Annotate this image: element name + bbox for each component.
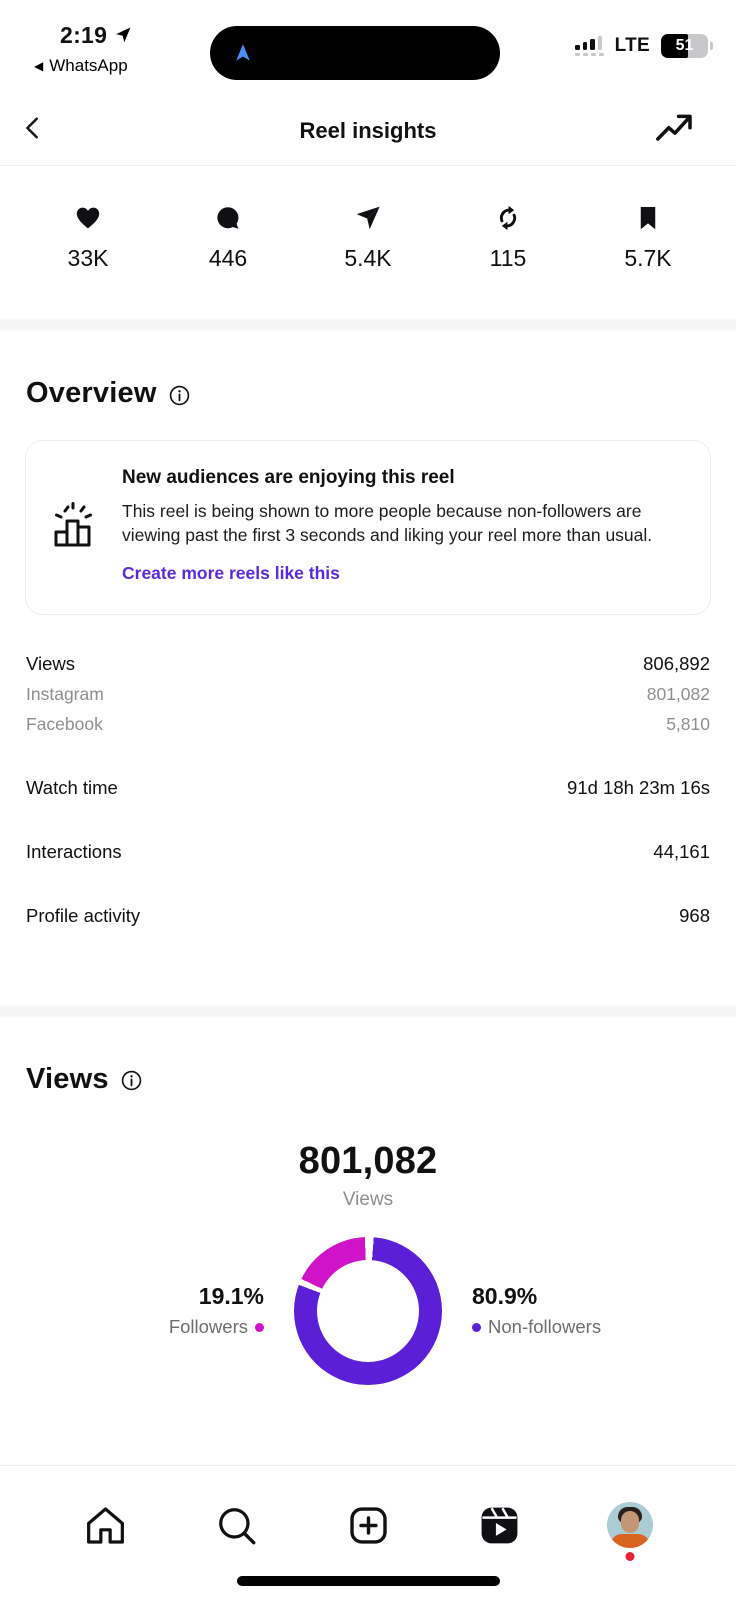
trending-arrow-icon — [656, 114, 692, 141]
info-icon[interactable] — [168, 384, 191, 407]
facebook-value: 5,810 — [666, 713, 710, 734]
create-plus-icon — [349, 1506, 387, 1544]
remixes-count: 115 — [489, 245, 527, 271]
card-title: New audiences are enjoying this reel — [122, 467, 455, 488]
info-icon[interactable] — [120, 1069, 143, 1092]
views-heading: Views — [26, 1063, 736, 1096]
card-body: This reel is being shown to more people … — [122, 501, 653, 545]
comments-count: 446 — [208, 245, 248, 271]
interactions-label: Interactions — [26, 840, 122, 862]
tab-bar — [0, 1464, 736, 1575]
views-row: Views 806,892 — [26, 653, 710, 675]
create-more-reels-link[interactable]: Create more reels like this — [122, 562, 340, 583]
tab-search[interactable] — [171, 1504, 302, 1547]
views-value: 806,892 — [643, 652, 710, 674]
signal-strength-icon — [575, 35, 604, 57]
tab-profile[interactable] — [565, 1502, 696, 1562]
interactions-row: Interactions 44,161 — [26, 841, 710, 863]
heart-icon — [76, 207, 100, 229]
followers-label: Followers — [169, 1316, 264, 1338]
home-icon — [87, 1506, 125, 1544]
watch-time-row: Watch time 91d 18h 23m 16s — [26, 777, 710, 799]
card-text: New audiences are enjoying this reel Thi… — [122, 467, 684, 584]
tab-reels[interactable] — [434, 1504, 565, 1547]
views-title: Views — [26, 1062, 109, 1095]
battery-icon: 51 — [661, 34, 713, 58]
interactions-value: 44,161 — [653, 840, 710, 862]
total-views-number: 801,082 — [298, 1139, 438, 1182]
section-divider — [0, 319, 736, 331]
clock: 2:19 — [60, 22, 108, 48]
overview-heading: Overview — [26, 377, 736, 410]
followers-label-text: Followers — [168, 1316, 248, 1338]
profile-avatar — [607, 1502, 654, 1549]
back-button[interactable] — [20, 108, 54, 148]
overview-title: Overview — [26, 377, 157, 409]
likes-stat[interactable]: 33K — [18, 204, 158, 319]
comments-stat[interactable]: 446 — [158, 204, 298, 319]
followers-legend: 19.1% Followers — [0, 1283, 294, 1338]
back-app-label: WhatsApp — [49, 56, 128, 75]
instagram-value: 801,082 — [646, 683, 710, 704]
views-label: Views — [26, 652, 76, 674]
page-title: Reel insights — [299, 117, 437, 143]
tab-home[interactable] — [40, 1504, 171, 1547]
reels-icon — [481, 1507, 518, 1544]
facebook-label: Facebook — [26, 713, 103, 734]
shares-count: 5.4K — [344, 245, 392, 271]
profile-activity-value: 968 — [679, 904, 710, 926]
instagram-label: Instagram — [26, 683, 104, 704]
status-bar: 2:19 ◀ WhatsApp LTE 51 — [0, 0, 736, 96]
bookmark-icon — [640, 207, 656, 230]
saves-stat[interactable]: 5.7K — [578, 204, 718, 319]
saves-count: 5.7K — [624, 245, 672, 271]
back-to-app-button[interactable]: ◀ WhatsApp — [34, 56, 128, 76]
comment-icon — [217, 207, 239, 229]
likes-count: 33K — [67, 245, 109, 271]
watch-time-value: 91d 18h 23m 16s — [567, 776, 710, 798]
non-followers-legend: 80.9% Non-followers — [442, 1283, 736, 1338]
views-breakdown: 19.1% Followers 80.9% Non-followers — [0, 1236, 736, 1385]
shares-stat[interactable]: 5.4K — [298, 204, 438, 319]
non-followers-label-text: Non-followers — [488, 1316, 602, 1338]
non-followers-dot — [472, 1322, 481, 1332]
insights-trend-button[interactable] — [654, 110, 696, 148]
total-views-label: Views — [342, 1188, 394, 1210]
audience-insight-card: New audiences are enjoying this reel Thi… — [25, 440, 711, 615]
instagram-views-row: Instagram 801,082 — [26, 684, 710, 705]
engagement-stats-row: 33K 446 5.4K 115 — [0, 166, 736, 319]
tab-create[interactable] — [302, 1504, 433, 1547]
rising-chart-icon — [44, 499, 106, 551]
home-indicator[interactable] — [237, 1576, 500, 1586]
remixes-stat[interactable]: 115 — [438, 204, 578, 319]
followers-dot — [255, 1322, 264, 1332]
status-time-block: 2:19 — [60, 22, 132, 49]
status-indicators: LTE 51 — [575, 34, 713, 58]
back-triangle-icon: ◀ — [34, 59, 44, 73]
location-arrow-icon — [116, 27, 131, 43]
remix-repost-icon — [499, 205, 517, 231]
profile-activity-row: Profile activity 968 — [26, 905, 710, 927]
search-icon — [219, 1507, 256, 1544]
overview-metrics: Views 806,892 Instagram 801,082 Facebook… — [0, 615, 736, 1005]
share-icon — [356, 206, 380, 230]
navigation-arrow-icon — [236, 44, 250, 61]
donut-hole — [317, 1259, 419, 1362]
non-followers-label: Non-followers — [472, 1316, 601, 1338]
dynamic-island[interactable] — [210, 26, 500, 80]
battery-percent: 51 — [675, 37, 694, 54]
profile-activity-label: Profile activity — [26, 904, 141, 926]
followers-percent: 19.1% — [198, 1283, 264, 1310]
network-type: LTE — [614, 35, 650, 56]
section-divider — [0, 1004, 736, 1017]
facebook-views-row: Facebook 5,810 — [26, 714, 710, 735]
chevron-left-icon — [26, 117, 38, 139]
nav-bar: Reel insights — [0, 96, 736, 166]
views-donut-chart — [294, 1236, 442, 1385]
non-followers-percent: 80.9% — [472, 1283, 538, 1310]
spacer — [0, 1385, 736, 1465]
notification-dot — [625, 1552, 635, 1562]
watch-time-label: Watch time — [26, 776, 118, 798]
